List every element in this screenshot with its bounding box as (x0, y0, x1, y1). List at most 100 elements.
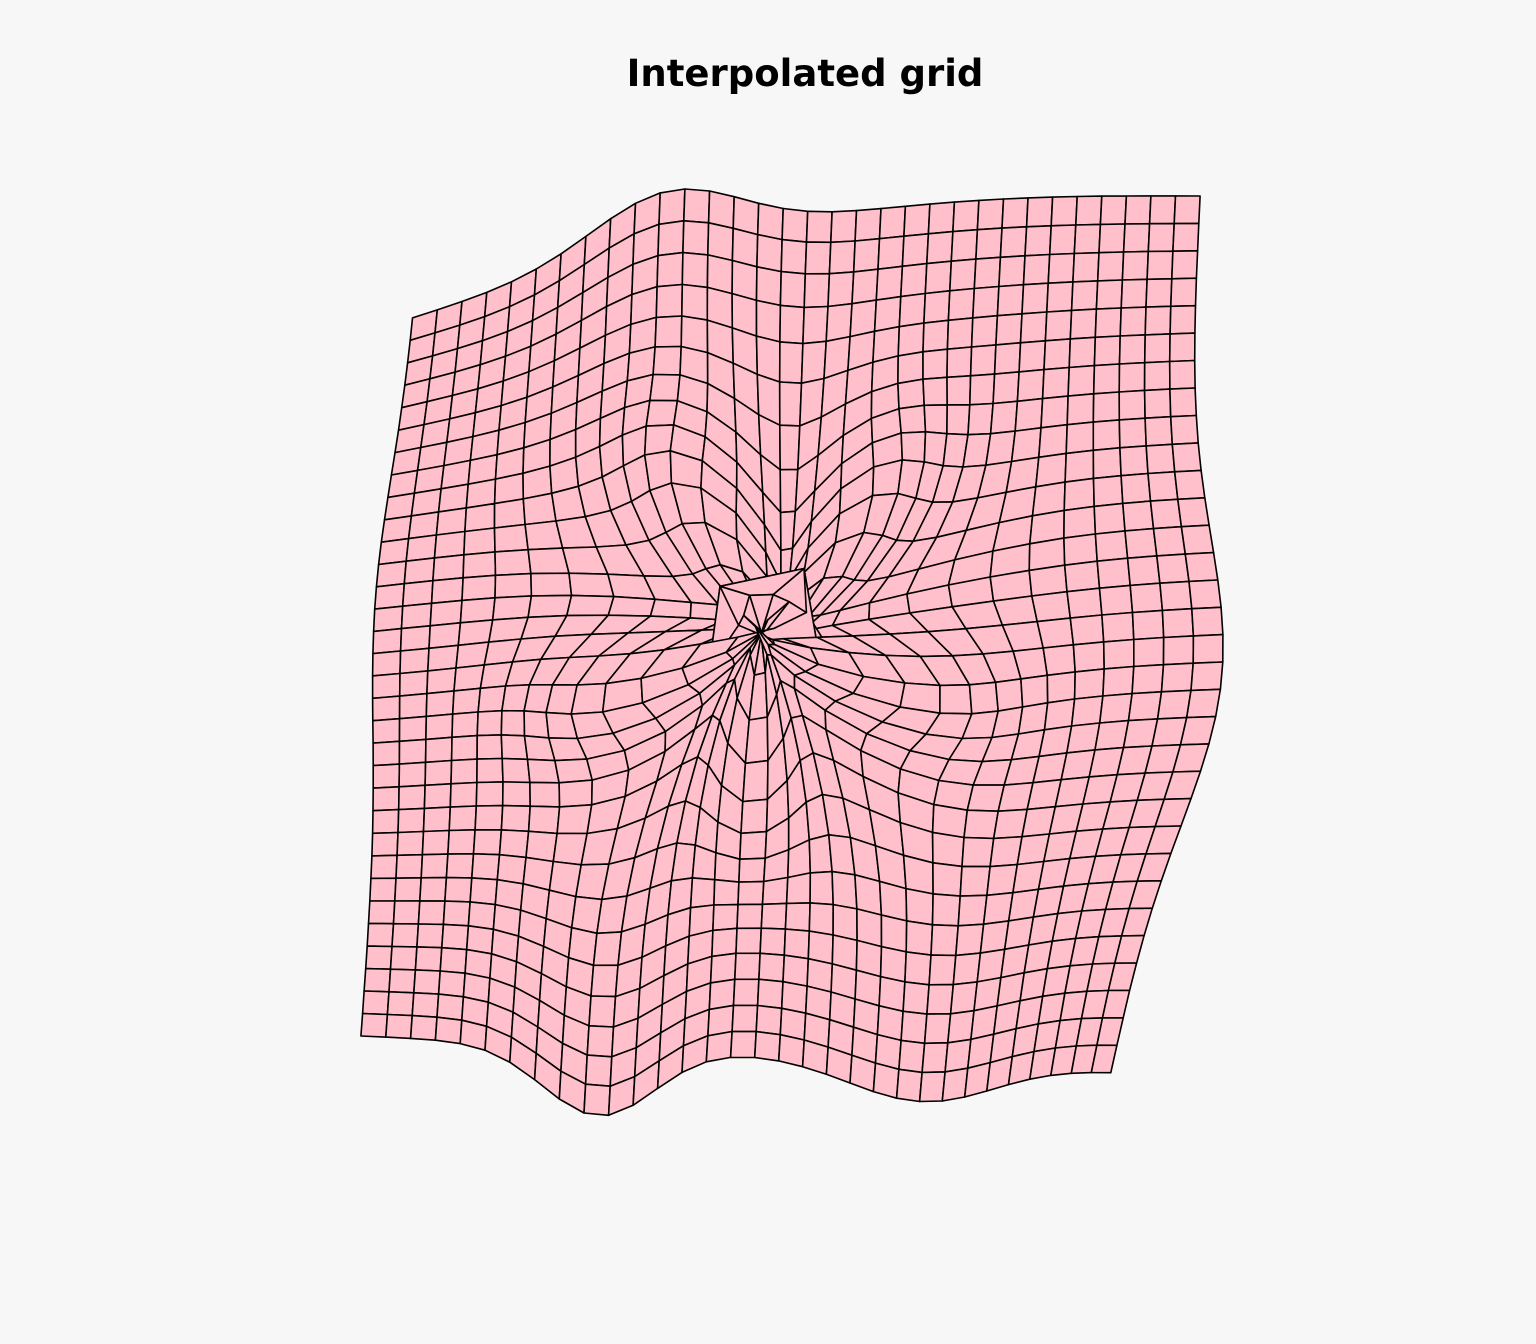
grid-cell (898, 1039, 926, 1074)
grid-cell (809, 870, 835, 906)
grid-cell (501, 781, 532, 808)
grid-cell (424, 736, 453, 764)
grid-cell (411, 991, 440, 1019)
grid-cell (1143, 333, 1171, 364)
grid-cell (898, 404, 927, 434)
grid-cell (778, 341, 804, 385)
grid-cell (1063, 505, 1097, 539)
grid-cell (777, 1033, 806, 1068)
grid-cell (1144, 415, 1174, 447)
grid-cell (970, 314, 999, 348)
grid-cell (417, 900, 446, 926)
grid-cell (1018, 339, 1047, 373)
grid-cell (399, 624, 432, 652)
grid-cell (607, 595, 656, 617)
grid-cell (462, 551, 497, 579)
grid-cell (878, 205, 907, 240)
grid-cell (778, 424, 801, 471)
grid-cell (440, 923, 470, 951)
grid-cell (755, 265, 783, 307)
grid-cell (395, 853, 424, 880)
grid-cell (583, 1083, 612, 1117)
grid-cell (386, 990, 415, 1017)
grid-cell (1170, 277, 1198, 308)
grid-cell (496, 853, 527, 885)
grid-cell (1102, 638, 1135, 670)
grid-cell (554, 758, 594, 784)
grid-cell (706, 222, 735, 262)
grid-cell (1192, 633, 1224, 665)
grid-cell (968, 681, 1000, 715)
grid-cell (1120, 278, 1148, 309)
grid-cell (367, 900, 396, 925)
grid-cell (372, 763, 401, 789)
grid-cell (652, 345, 683, 376)
grid-cell (1050, 195, 1078, 227)
grid-cell (1092, 474, 1124, 508)
grid-cell (448, 805, 478, 832)
grid-cell (904, 951, 932, 986)
grid-cell (922, 348, 949, 381)
grid-cell (393, 876, 423, 902)
grid-cell (931, 831, 965, 868)
grid-cell (442, 900, 471, 927)
grid-cell (756, 202, 785, 241)
grid-cell (418, 876, 448, 902)
grid-cell (682, 188, 711, 224)
grid-cell (899, 262, 928, 298)
grid-cell (1124, 195, 1152, 225)
grid-cell (732, 978, 760, 1007)
grid-cell (895, 1068, 923, 1103)
grid-cell (918, 1071, 946, 1103)
grid-cell (1070, 695, 1104, 727)
grid-cell (1118, 417, 1147, 449)
grid-cell (405, 534, 438, 563)
grid-cell (1145, 443, 1176, 475)
grid-cell (428, 621, 462, 650)
grid-cell (949, 981, 979, 1015)
grid-cell (1118, 389, 1146, 421)
grid-cell (959, 865, 991, 897)
grid-cell (755, 299, 782, 343)
grid-cell (522, 492, 557, 526)
grid-cell (1069, 308, 1098, 340)
grid-cell (391, 922, 420, 948)
grid-cell (829, 209, 858, 244)
grid-cell (963, 1061, 992, 1098)
grid-cell (738, 830, 768, 861)
grid-cell (361, 990, 390, 1016)
grid-cell (900, 1010, 928, 1045)
grid-cell (756, 233, 783, 273)
grid-cell (397, 807, 426, 834)
grid-cell (880, 914, 908, 953)
grid-cell (397, 784, 426, 811)
grid-cell (527, 594, 573, 619)
grid-cell (779, 270, 807, 309)
grid-cell (946, 403, 971, 436)
grid-cell (1145, 277, 1173, 308)
grid-cell (967, 402, 994, 436)
grid-cell (1072, 641, 1105, 673)
grid-cell (590, 964, 619, 998)
grid-cell (1143, 388, 1172, 420)
grid-cell (932, 861, 963, 897)
grid-cell (992, 371, 1020, 405)
grid-cell (1063, 560, 1101, 593)
grid-cell (494, 548, 532, 577)
grid-cell (1047, 252, 1076, 285)
grid-cell (527, 805, 561, 835)
grid-cell (384, 1013, 414, 1040)
grid-cell (434, 1016, 463, 1045)
grid-cell (729, 1030, 758, 1059)
grid-cell (985, 430, 1017, 467)
grid-cell (736, 903, 764, 930)
grid-cell (741, 759, 769, 803)
grid-cell (1063, 533, 1098, 567)
grid-cell (451, 687, 482, 715)
grid-cell (682, 220, 710, 256)
grid-cell (558, 779, 594, 808)
grid-cell (439, 946, 468, 975)
grid-cell (1124, 527, 1158, 560)
